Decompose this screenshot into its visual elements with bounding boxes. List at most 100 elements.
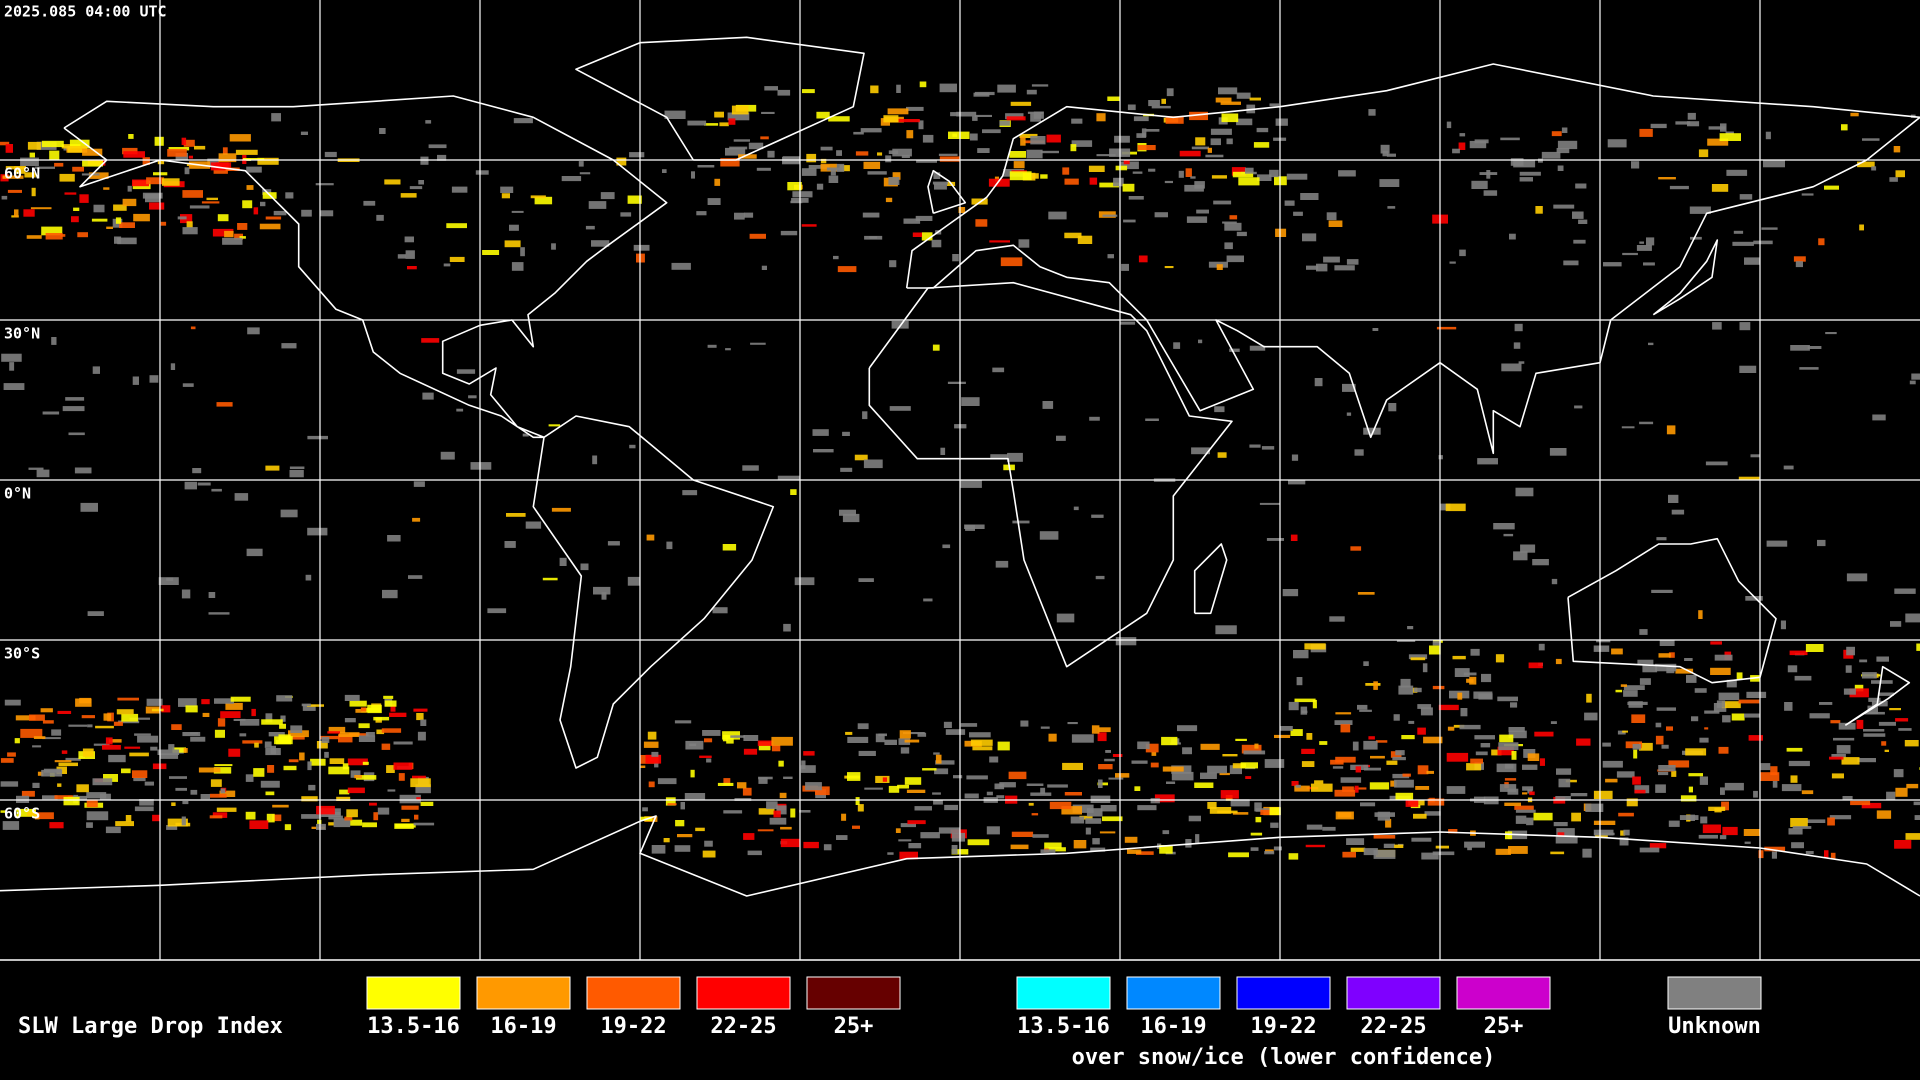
- cloud-pixel: [416, 797, 421, 800]
- cloud-pixel: [1306, 733, 1313, 740]
- cloud-pixel: [1518, 361, 1525, 364]
- cloud-pixel: [1097, 732, 1107, 742]
- cloud-pixel: [808, 165, 830, 169]
- cloud-pixel: [1238, 177, 1260, 186]
- new-zealand-coast: [1844, 665, 1911, 726]
- cloud-pixel: [60, 234, 66, 237]
- cloud-pixel: [1213, 200, 1232, 205]
- cloud-pixel: [674, 845, 691, 852]
- cloud-pixel: [61, 750, 68, 754]
- cloud-pixel: [181, 137, 187, 145]
- cloud-pixel: [1532, 559, 1549, 566]
- cloud-pixel: [1099, 831, 1116, 834]
- cloud-pixel: [857, 804, 864, 812]
- cloud-pixel: [1273, 846, 1282, 851]
- legend-swatch: [806, 976, 901, 1010]
- cloud-pixel: [404, 236, 414, 243]
- cloud-pixel: [189, 205, 210, 209]
- cloud-pixel: [1724, 782, 1744, 791]
- cloud-pixel: [1499, 784, 1517, 792]
- cloud-pixel: [802, 89, 815, 94]
- cloud-pixel: [87, 724, 93, 728]
- cloud-pixel: [123, 151, 145, 158]
- cloud-pixel: [257, 157, 279, 165]
- cloud-pixel: [1008, 771, 1027, 780]
- cloud-pixel: [210, 779, 222, 787]
- cloud-pixel: [1334, 720, 1353, 725]
- cloud-pixel: [1030, 136, 1046, 145]
- cloud-pixel: [620, 212, 632, 217]
- cloud-pixel: [1639, 678, 1651, 685]
- cloud-pixel: [1501, 363, 1522, 372]
- cloud-pixel: [1522, 792, 1528, 795]
- legend-label: 13.5-16: [367, 1014, 460, 1039]
- cloud-pixel: [1432, 685, 1445, 690]
- cloud-pixel: [216, 402, 233, 407]
- cloud-pixel: [1360, 802, 1376, 807]
- cloud-pixel: [986, 791, 993, 796]
- cloud-pixel: [1301, 748, 1315, 754]
- cloud-pixel: [800, 765, 816, 773]
- cloud-pixel: [917, 732, 927, 737]
- cloud-pixel: [333, 818, 351, 828]
- cloud-pixel: [1584, 712, 1598, 721]
- cloud-pixel: [932, 792, 941, 795]
- cloud-pixel: [1651, 589, 1673, 593]
- cloud-pixel: [864, 787, 883, 790]
- cloud-pixel: [975, 219, 988, 227]
- cloud-pixel: [1401, 735, 1415, 740]
- cloud-pixel: [265, 465, 280, 471]
- cloud-pixel: [305, 574, 312, 581]
- cloud-pixel: [714, 111, 724, 118]
- cloud-pixel: [115, 217, 122, 224]
- cloud-pixel: [373, 716, 390, 721]
- cloud-pixel: [1141, 128, 1147, 138]
- cloud-pixel: [1686, 674, 1697, 683]
- cloud-pixel: [82, 160, 103, 167]
- cloud-pixel: [132, 376, 139, 385]
- cloud-pixel: [704, 738, 713, 743]
- cloud-pixel: [1707, 138, 1729, 146]
- cloud-pixel: [1466, 678, 1474, 683]
- cloud-pixel: [1582, 848, 1592, 858]
- cloud-pixel: [707, 198, 721, 205]
- cloud-pixel: [1913, 801, 1920, 806]
- cloud-pixel: [1788, 760, 1810, 767]
- cloud-pixel: [1656, 707, 1676, 711]
- cloud-pixel: [629, 444, 636, 449]
- cloud-pixel: [1236, 231, 1247, 237]
- cloud-pixel: [42, 737, 61, 740]
- cloud-pixel: [1056, 435, 1066, 441]
- cloud-pixel: [425, 120, 432, 124]
- latitude-label: 30°S: [4, 645, 40, 663]
- cloud-pixel: [1626, 798, 1638, 807]
- cloud-pixel: [4, 699, 21, 706]
- cloud-pixel: [1161, 98, 1166, 104]
- cloud-pixel: [1123, 160, 1130, 165]
- cloud-pixel: [267, 765, 275, 773]
- cloud-pixel: [237, 223, 248, 230]
- cloud-pixel: [1877, 692, 1894, 696]
- cloud-pixel: [1655, 784, 1666, 793]
- cloud-pixel: [1508, 730, 1527, 739]
- cloud-pixel: [29, 714, 45, 721]
- cloud-pixel: [1194, 181, 1205, 189]
- cloud-pixel: [41, 769, 63, 777]
- cloud-pixel: [1064, 232, 1082, 239]
- cloud-pixel: [1342, 851, 1356, 858]
- cloud-pixel: [1906, 783, 1919, 789]
- cloud-pixel: [1200, 772, 1217, 779]
- legend-swatch: [476, 976, 571, 1010]
- cloud-pixel: [939, 83, 957, 93]
- cloud-pixel: [412, 775, 426, 779]
- cloud-pixel: [1198, 339, 1203, 344]
- cloud-pixel: [1405, 800, 1419, 807]
- cloud-pixel: [1095, 575, 1105, 580]
- cloud-pixel: [362, 822, 377, 828]
- cloud-pixel: [794, 577, 815, 586]
- cloud-pixel: [1452, 148, 1460, 154]
- cloud-pixel: [1429, 645, 1441, 655]
- cloud-pixel: [1718, 746, 1729, 754]
- cloud-pixel: [1671, 770, 1677, 777]
- cloud-pixel: [1236, 118, 1253, 126]
